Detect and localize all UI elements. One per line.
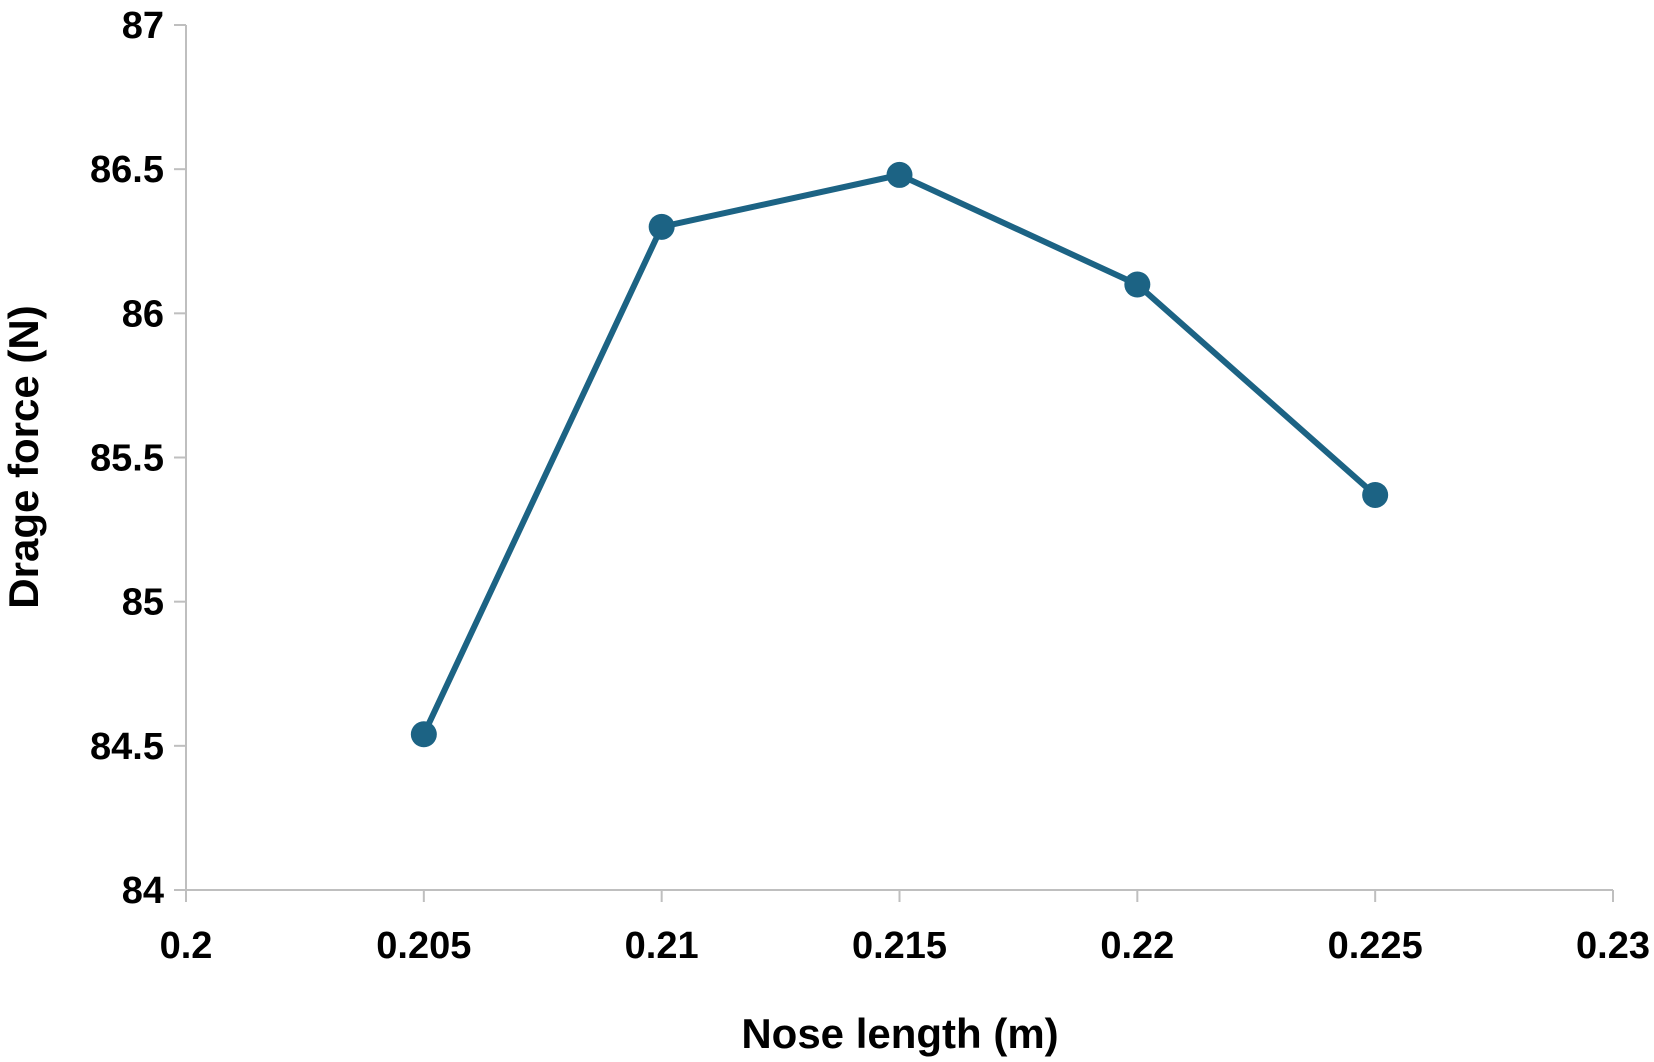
y-tick-label: 84.5 — [90, 726, 164, 768]
x-tick-label: 0.215 — [852, 925, 947, 967]
y-tick-label: 84 — [122, 870, 164, 912]
series-line — [421, 171, 1378, 736]
x-tick-label: 0.21 — [625, 925, 699, 967]
data-point — [1124, 271, 1151, 298]
y-tick-label: 85 — [122, 582, 164, 624]
x-tick-label: 0.2 — [160, 925, 213, 967]
x-tick-label: 0.225 — [1328, 925, 1423, 967]
y-axis-ticks: 84 84.5 85 85.5 86 86.5 87 — [90, 5, 186, 912]
y-tick-label: 86 — [122, 293, 164, 335]
data-point — [410, 721, 437, 748]
x-axis-title: Nose length (m) — [741, 1010, 1058, 1057]
y-tick-label: 87 — [122, 5, 164, 47]
y-tick-label: 85.5 — [90, 438, 164, 480]
x-tick-label: 0.23 — [1576, 925, 1650, 967]
series-group — [410, 161, 1389, 748]
data-point — [1362, 481, 1389, 508]
data-point — [886, 161, 913, 188]
x-axis-ticks: 0.2 0.205 0.21 0.215 0.22 0.225 0.23 — [160, 890, 1650, 967]
y-axis-title: Drage force (N) — [0, 305, 47, 608]
y-tick-label: 86.5 — [90, 149, 164, 191]
data-point — [648, 213, 675, 240]
x-tick-label: 0.22 — [1100, 925, 1174, 967]
x-tick-label: 0.205 — [376, 925, 471, 967]
